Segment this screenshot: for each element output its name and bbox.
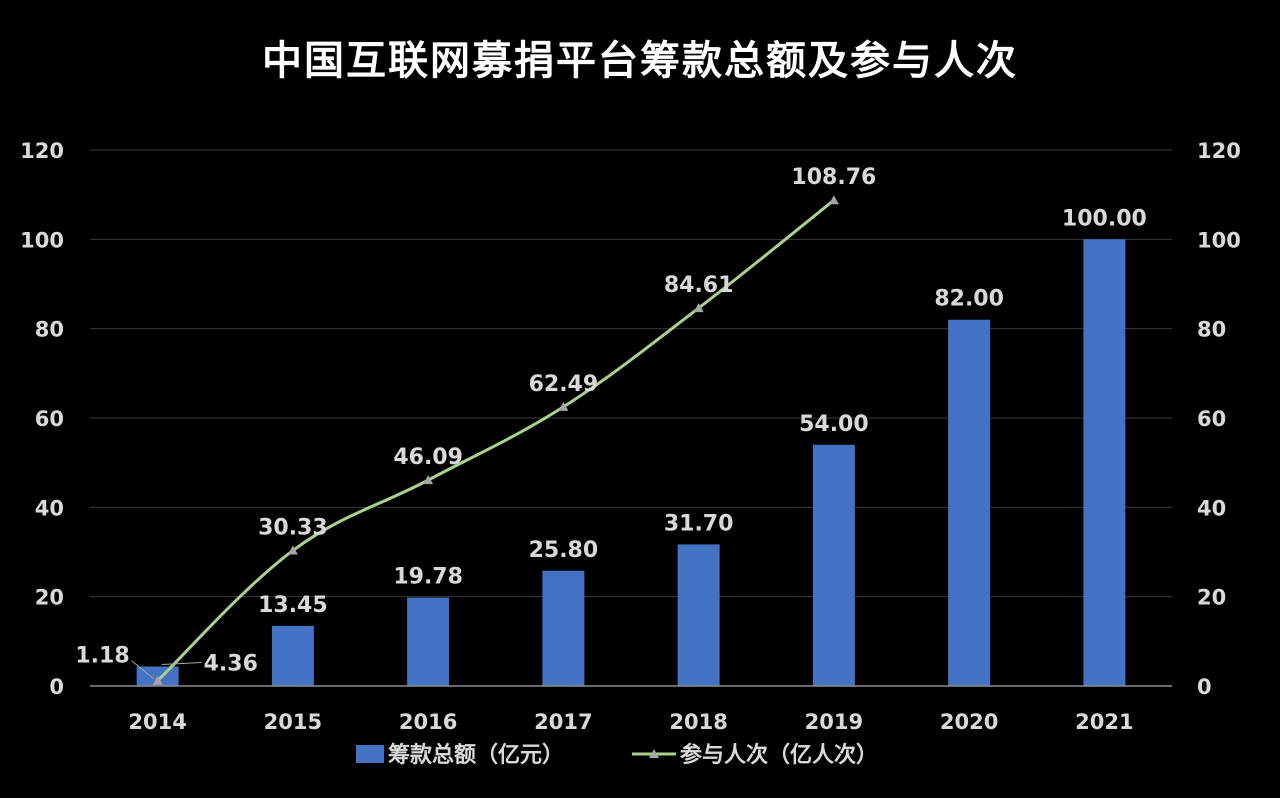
x-tick-label: 2020 [940, 710, 998, 734]
legend: 筹款总额（亿元） 参与人次（亿人次） [356, 742, 878, 768]
y-tick-label: 20 [35, 586, 64, 610]
y-tick-label: 100 [20, 228, 64, 252]
y-tick-label: 0 [49, 675, 64, 699]
x-tick-label: 2019 [805, 710, 863, 734]
line-marker [693, 303, 704, 313]
y-tick-label: 60 [35, 407, 64, 431]
bar-data-label: 82.00 [934, 287, 1004, 312]
bar [677, 544, 720, 686]
bar-data-label: 54.00 [799, 412, 869, 437]
x-tick-label: 2021 [1075, 710, 1133, 734]
bar-data-label: 31.70 [664, 511, 734, 536]
leader-line [161, 662, 202, 666]
bar [1083, 239, 1126, 687]
chart-title: 中国互联网募捐平台筹款总额及参与人次 [262, 38, 1018, 84]
bar [948, 319, 991, 686]
x-tick-label: 2017 [534, 710, 592, 734]
line-marker [287, 545, 298, 555]
legend-swatch-bar [356, 745, 384, 763]
line-marker [152, 675, 163, 685]
line-marker [423, 475, 434, 485]
bar-data-label: 13.45 [258, 593, 328, 618]
bar-data-label: 4.36 [204, 652, 258, 677]
x-tick-label: 2018 [669, 710, 727, 734]
line-marker [828, 195, 839, 205]
axes: 0 20 40 60 80 100 120 0 20 40 60 80 100 120 2014 2015 20… [20, 139, 1241, 734]
line-data-label: 46.09 [393, 445, 463, 470]
bar [542, 570, 585, 686]
leader-line [131, 660, 154, 680]
x-tick-label: 2016 [399, 710, 457, 734]
y2-tick-label: 20 [1197, 586, 1226, 610]
line-series [152, 195, 839, 685]
y2-tick-label: 40 [1197, 496, 1226, 520]
line-path [156, 199, 835, 682]
y2-tick-label: 60 [1197, 407, 1226, 431]
y-tick-label: 80 [35, 318, 64, 342]
bar-data-label: 19.78 [393, 565, 463, 590]
legend-label-line: 参与人次（亿人次） [680, 742, 878, 768]
line-marker [558, 401, 569, 411]
line-data-label: 62.49 [529, 372, 599, 397]
line-data-label: 108.76 [791, 165, 876, 190]
data-labels: 4.36 13.45 19.78 25.80 31.70 54.00 82.00 100.00… [75, 165, 1147, 680]
y2-tick-label: 120 [1197, 139, 1241, 163]
y2-tick-label: 0 [1197, 675, 1212, 699]
bar-data-label: 100.00 [1062, 206, 1147, 231]
bar [812, 444, 855, 686]
y-tick-label: 40 [35, 496, 64, 520]
bar-data-label: 25.80 [529, 538, 599, 563]
x-tick-label: 2015 [264, 710, 322, 734]
gridlines [90, 149, 1172, 598]
y2-tick-label: 100 [1197, 228, 1241, 252]
line-data-label: 1.18 [75, 644, 129, 669]
line-data-label: 84.61 [664, 273, 734, 298]
line-data-label: 30.33 [258, 516, 328, 541]
bar [407, 597, 450, 686]
x-tick-label: 2014 [128, 710, 186, 734]
bar-series [136, 239, 1126, 687]
legend-label-bar: 筹款总额（亿元） [388, 742, 564, 768]
bar [271, 625, 314, 686]
legend-marker-line [649, 749, 659, 758]
y-tick-label: 120 [20, 139, 64, 163]
y2-tick-label: 80 [1197, 318, 1226, 342]
